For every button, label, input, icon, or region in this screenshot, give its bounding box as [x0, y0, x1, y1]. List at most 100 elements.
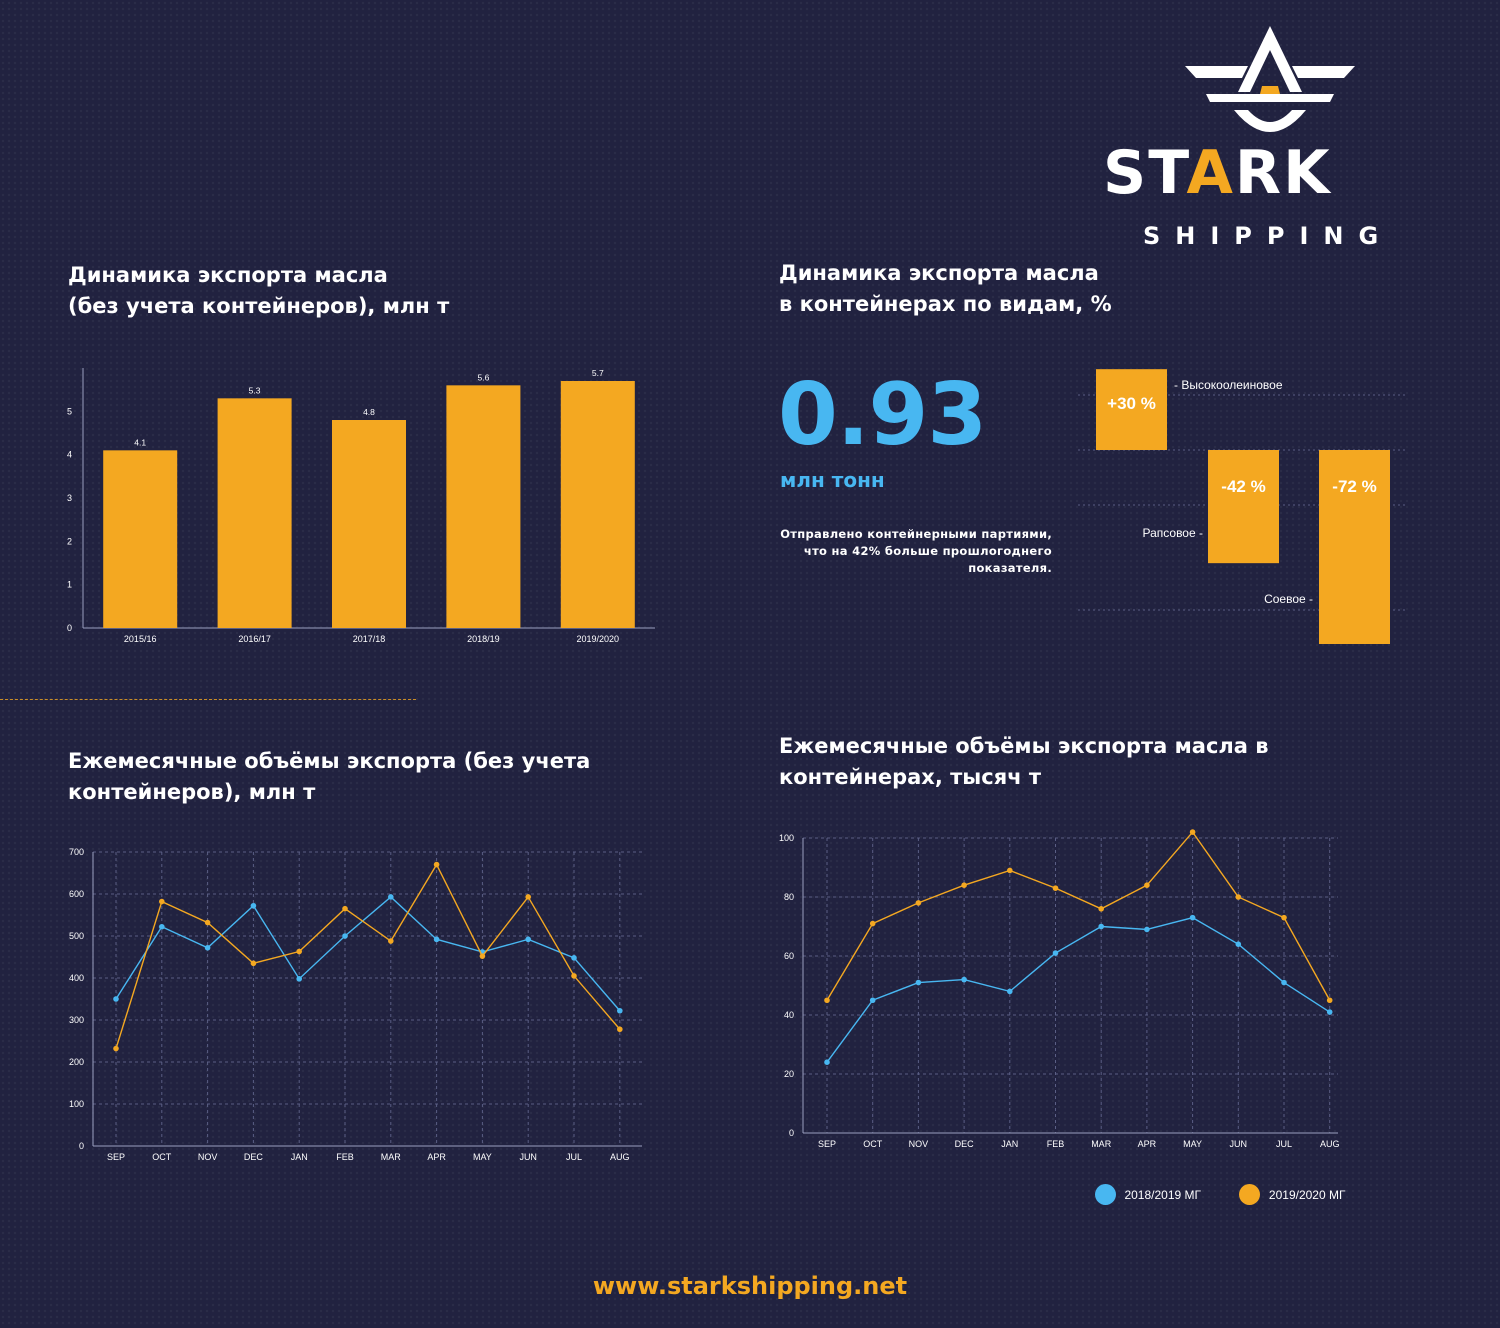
- monthly-containers-title-line1: Ежемесячные объёмы экспорта масла в: [779, 734, 1269, 758]
- monthly-title-line1: Ежемесячные объёмы экспорта (без учета: [68, 749, 591, 773]
- series-line-orange: [115, 863, 621, 1049]
- legend-label-2018-2019: 2018/2019 МГ: [1124, 1187, 1202, 1202]
- x-tick-label: JUL: [566, 1152, 582, 1162]
- data-point: [1098, 906, 1104, 912]
- data-point: [1007, 988, 1013, 995]
- data-point: [204, 944, 211, 951]
- data-point: [571, 955, 577, 961]
- data-point: [961, 882, 967, 888]
- category-label-high-oleic: - Высокоолеиновое: [1174, 378, 1283, 392]
- x-tick-label: MAY: [473, 1152, 492, 1162]
- container-types-title: Динамика экспорта масла в контейнерах по…: [779, 258, 1112, 320]
- kpi-note-line3: показателя.: [968, 561, 1052, 575]
- brand-name-accent: A: [1186, 138, 1235, 208]
- data-point: [1326, 997, 1333, 1004]
- bar-value-label: 5.3: [249, 385, 261, 395]
- data-point: [1281, 979, 1287, 986]
- x-tick-label: SEP: [818, 1139, 836, 1149]
- x-tick-label: OCT: [152, 1152, 172, 1162]
- data-point: [1235, 894, 1242, 900]
- bar: [560, 381, 635, 628]
- anchor-emblem-icon: [1185, 26, 1355, 132]
- y-tick-label: 300: [69, 1015, 84, 1025]
- y-tick-label: 400: [69, 973, 84, 983]
- y-tick-label: 40: [784, 1010, 794, 1020]
- kpi-note: Отправлено контейнерными партиями, что н…: [740, 526, 1052, 577]
- data-point: [296, 948, 303, 955]
- x-tick-label: AUG: [1320, 1139, 1340, 1149]
- data-point: [869, 997, 876, 1004]
- x-tick-label: JUN: [519, 1152, 537, 1162]
- data-point: [1235, 941, 1242, 947]
- bar: [103, 450, 178, 628]
- kpi-note-line2: что на 42% больше прошлогоднего: [803, 544, 1052, 558]
- data-point: [388, 894, 394, 900]
- bar: [217, 398, 292, 628]
- data-point: [1189, 914, 1196, 921]
- x-tick-label: AUG: [610, 1152, 630, 1162]
- data-point: [113, 1045, 119, 1052]
- x-tick-label: FEB: [336, 1152, 354, 1162]
- data-point: [1189, 829, 1196, 835]
- section-divider: [0, 699, 416, 700]
- data-point: [1052, 950, 1059, 956]
- x-tick-label: MAR: [381, 1152, 402, 1162]
- x-tick-label: 2016/17: [238, 634, 271, 644]
- data-point: [869, 920, 876, 927]
- category-label-rapeseed: Рапсовое -: [1142, 526, 1203, 540]
- kpi-note-line1: Отправлено контейнерными партиями,: [780, 527, 1052, 541]
- annual-title-line2: (без учета контейнеров), млн т: [68, 294, 450, 318]
- data-point: [525, 936, 531, 943]
- data-point: [479, 953, 486, 959]
- brand-wordmark: STARK: [1103, 140, 1332, 206]
- data-point: [617, 1026, 623, 1033]
- data-point: [571, 973, 577, 979]
- footer-website-link[interactable]: www.starkshipping.net: [592, 1272, 908, 1300]
- x-tick-label: 2018/19: [467, 634, 500, 644]
- x-tick-label: MAR: [1091, 1139, 1112, 1149]
- data-point: [342, 933, 348, 939]
- x-tick-label: JAN: [1001, 1139, 1018, 1149]
- bar-value-label: 5.6: [477, 372, 489, 382]
- monthly-line-chart: 0 100 200 300 400 500 600 700 SEP OCT NOV DEC JAN FEB…: [69, 847, 642, 1162]
- x-tick-label: APR: [427, 1152, 446, 1162]
- brand-name-right: RK: [1234, 138, 1332, 208]
- monthly-containers-line-chart: 0 20 40 60 80 100 SEP OCT NOV DEC JAN FEB MAR APR MAY J…: [779, 829, 1340, 1149]
- x-tick-label: NOV: [909, 1139, 929, 1149]
- bar-value-label: 5.7: [592, 368, 604, 378]
- data-point: [1281, 914, 1287, 921]
- legend-marker-blue: [1095, 1184, 1116, 1205]
- change-value-label: -72 %: [1332, 477, 1376, 496]
- change-bar: [1208, 450, 1279, 564]
- data-point: [961, 976, 967, 983]
- brand-subtitle: SHIPPING: [1143, 222, 1394, 250]
- x-tick-label: 2015/16: [124, 634, 157, 644]
- y-tick-label: 700: [69, 847, 84, 857]
- annual-chart-title: Динамика экспорта масла (без учета конте…: [68, 260, 449, 322]
- series-line-blue: [826, 916, 1331, 1063]
- y-tick-label: 4: [67, 450, 72, 460]
- change-value-label: +30 %: [1107, 394, 1156, 413]
- y-tick-label: 0: [67, 623, 72, 633]
- monthly-containers-title: Ежемесячные объёмы экспорта масла в конт…: [779, 731, 1269, 793]
- x-tick-label: 2019/2020: [577, 634, 620, 644]
- series-line-orange: [826, 830, 1331, 1001]
- bar-value-label: 4.8: [363, 407, 375, 417]
- chart-legend: 2018/2019 МГ 2019/2020 МГ: [1095, 1184, 1345, 1210]
- y-tick-label: 100: [779, 833, 794, 843]
- data-point: [250, 960, 257, 967]
- y-tick-label: 200: [69, 1057, 84, 1067]
- data-point: [159, 923, 165, 930]
- bar: [332, 420, 406, 628]
- annual-bar-chart: 0 1 2 3 4 5 4.1 2015/16 5.3 2016/17 4.8 2017/18 5.6 2…: [67, 368, 655, 644]
- data-point: [617, 1007, 623, 1014]
- data-point: [250, 902, 257, 909]
- data-point: [824, 997, 830, 1004]
- container-types-title-line1: Динамика экспорта масла: [779, 261, 1099, 285]
- x-tick-label: APR: [1138, 1139, 1157, 1149]
- y-tick-label: 20: [784, 1069, 794, 1079]
- data-point: [388, 938, 394, 944]
- y-tick-label: 500: [69, 931, 84, 941]
- monthly-title-line2: контейнеров), млн т: [68, 780, 316, 804]
- data-point: [342, 905, 348, 912]
